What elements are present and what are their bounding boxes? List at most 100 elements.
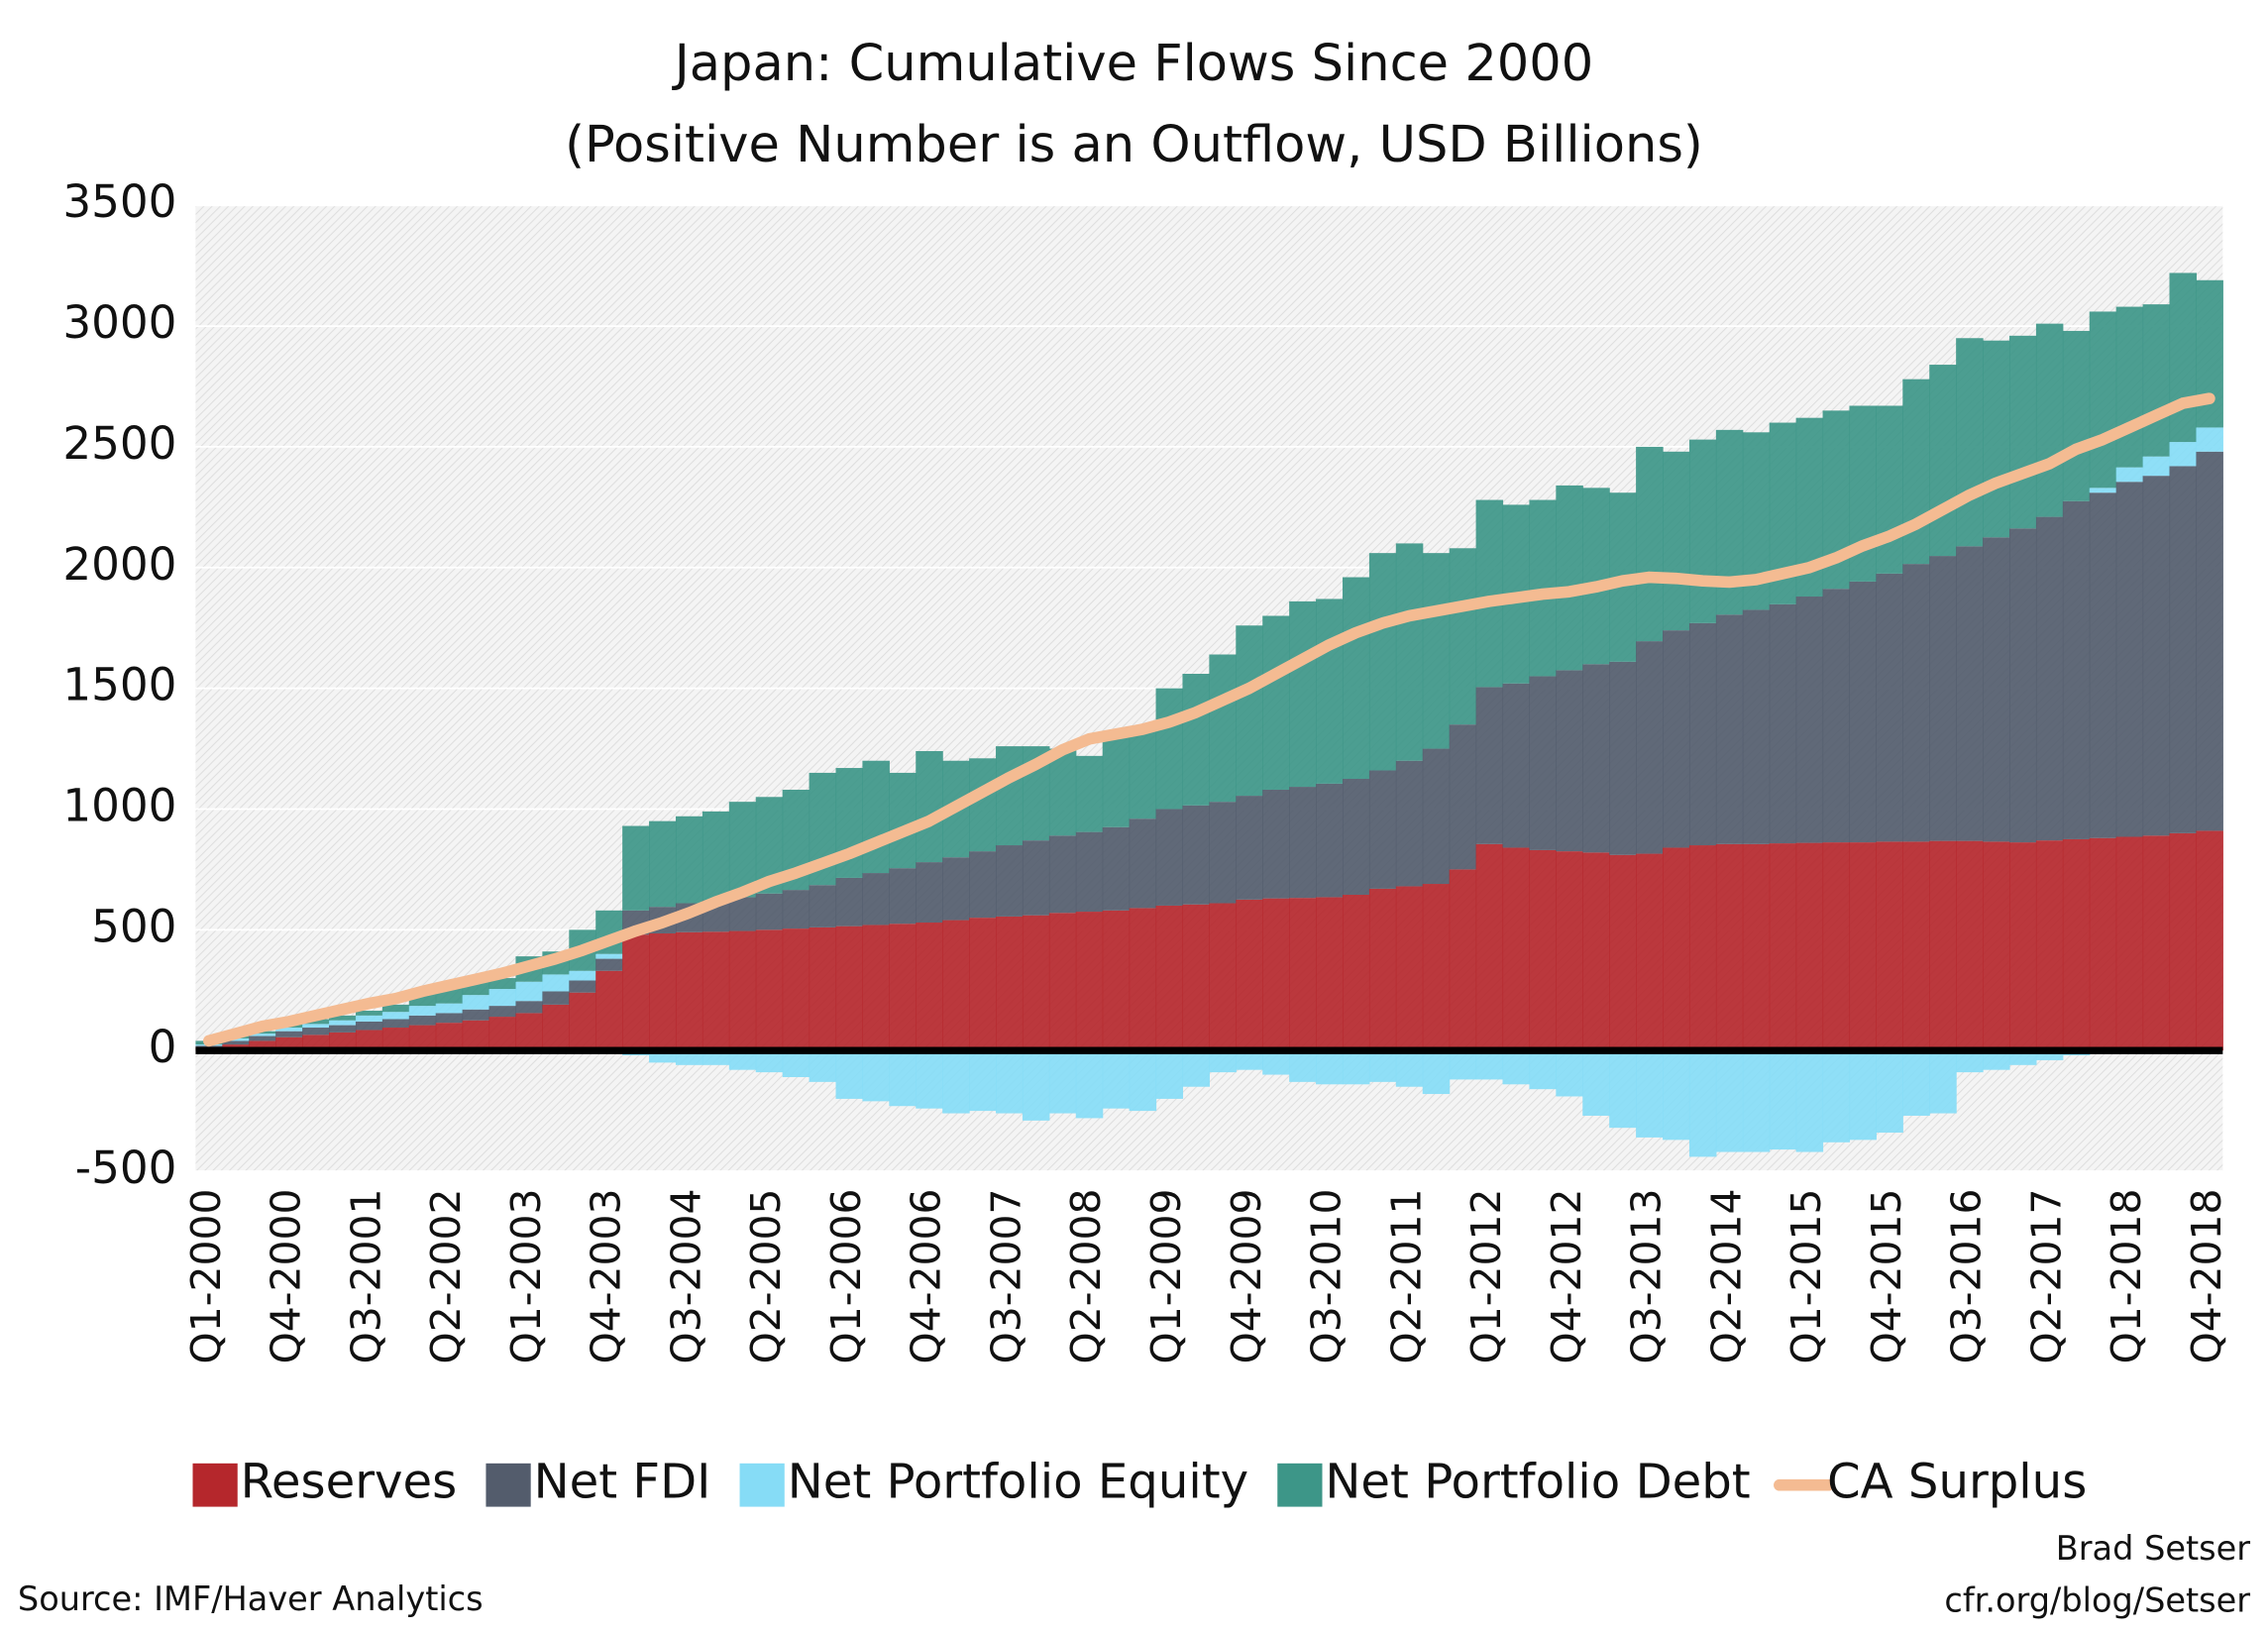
bar-segment bbox=[1715, 843, 1744, 1051]
bar-segment bbox=[1715, 614, 1744, 844]
bar-segment bbox=[649, 820, 677, 908]
bar-segment bbox=[1556, 851, 1583, 1051]
bar-segment bbox=[1795, 597, 1824, 843]
bar-segment bbox=[1929, 556, 1957, 841]
bar-segment bbox=[1368, 1050, 1397, 1082]
bar-segment bbox=[222, 1040, 250, 1045]
bar-segment bbox=[1849, 842, 1877, 1051]
bar-segment bbox=[1795, 1050, 1824, 1152]
bar-segment bbox=[2089, 311, 2117, 489]
legend-label: Net Portfolio Equity bbox=[788, 1455, 1248, 1510]
bar-segment bbox=[2115, 306, 2144, 468]
bar-segment bbox=[1262, 1050, 1290, 1075]
bar-segment bbox=[1582, 488, 1610, 665]
bar-segment bbox=[515, 1013, 543, 1051]
bar-segment bbox=[1876, 841, 1903, 1051]
bar-segment bbox=[329, 1020, 357, 1026]
bar-segment bbox=[488, 978, 517, 990]
bar-segment bbox=[1449, 869, 1477, 1051]
bar-segment bbox=[1688, 439, 1717, 623]
bar-segment bbox=[2169, 466, 2198, 833]
bar-segment bbox=[2142, 835, 2171, 1051]
bar-segment bbox=[916, 750, 943, 863]
bar-segment bbox=[1155, 1050, 1184, 1099]
bar-segment bbox=[1636, 446, 1664, 642]
x-tick-label: Q3-2013 bbox=[1623, 1189, 1671, 1364]
bar-segment bbox=[1182, 805, 1210, 905]
bar-segment bbox=[1983, 340, 2010, 538]
bar-segment bbox=[249, 1031, 276, 1035]
bar-segment bbox=[542, 974, 570, 992]
bar-segment bbox=[1475, 843, 1504, 1051]
bar-segment bbox=[1129, 1050, 1157, 1112]
bar-segment bbox=[1769, 1050, 1797, 1150]
bar-segment bbox=[2089, 492, 2117, 838]
bar-segment bbox=[1022, 1050, 1050, 1121]
bar-segment bbox=[782, 890, 810, 929]
bar-segment bbox=[835, 1050, 864, 1099]
x-tick-label: Q2-2002 bbox=[422, 1189, 470, 1364]
bar-segment bbox=[1688, 845, 1717, 1051]
bar-segment bbox=[2035, 323, 2064, 517]
bar-segment bbox=[355, 1030, 383, 1051]
x-tick-label: Q3-2004 bbox=[662, 1189, 709, 1364]
bar-segment bbox=[1236, 899, 1263, 1051]
bar-segment bbox=[1316, 783, 1344, 898]
bar-segment bbox=[1636, 853, 1664, 1051]
bar-segment bbox=[1663, 630, 1690, 848]
bar-segment bbox=[1609, 661, 1637, 855]
bar-segment bbox=[862, 1050, 890, 1102]
bar-segment bbox=[1155, 688, 1184, 810]
bar-segment bbox=[782, 928, 810, 1051]
bar-segment bbox=[942, 1050, 970, 1114]
bar-segment bbox=[249, 1040, 276, 1051]
bar-segment bbox=[2115, 836, 2144, 1051]
bar-segment bbox=[1395, 1050, 1424, 1087]
bar-segment bbox=[1663, 451, 1690, 631]
x-tick-label: Q1-2006 bbox=[822, 1189, 870, 1364]
bar-segment bbox=[755, 1050, 784, 1073]
line-series bbox=[203, 392, 2215, 1047]
bar-segment bbox=[1715, 1050, 1744, 1152]
bar-segment bbox=[1209, 654, 1237, 803]
chart-subtitle: (Positive Number is an Outflow, USD Bill… bbox=[565, 116, 1703, 174]
bar-segment bbox=[1822, 589, 1851, 843]
bar-segment bbox=[329, 1032, 357, 1051]
bar-segment bbox=[1048, 913, 1077, 1051]
x-tick-label: Q4-2009 bbox=[1223, 1189, 1270, 1364]
bar-segment bbox=[1075, 831, 1104, 913]
bar-segment bbox=[2062, 330, 2091, 501]
bar-segment bbox=[462, 995, 490, 1010]
bar-segment bbox=[1236, 625, 1263, 797]
credit: cfr.org/blog/Setser bbox=[1944, 1580, 2250, 1619]
x-tick-label: Q4-2018 bbox=[2183, 1189, 2230, 1364]
bar-segment bbox=[595, 958, 623, 971]
x-tick-label: Q1-2009 bbox=[1142, 1189, 1190, 1364]
bar-segment bbox=[595, 953, 623, 959]
bar-segment bbox=[542, 991, 570, 1005]
bar-segment bbox=[1368, 553, 1397, 771]
bar-segment bbox=[969, 918, 997, 1051]
bar-segment bbox=[702, 811, 730, 901]
bar-segment bbox=[1983, 841, 2010, 1051]
bar-segment bbox=[728, 802, 757, 898]
bar-segment bbox=[1075, 912, 1104, 1051]
bar-segment bbox=[1342, 1050, 1370, 1085]
bar-segment bbox=[996, 845, 1024, 917]
bar-segment bbox=[889, 1050, 917, 1107]
bar-segment bbox=[2196, 830, 2223, 1051]
bar-segment bbox=[1236, 796, 1263, 900]
bar-segment bbox=[809, 1050, 837, 1082]
bar-segment bbox=[755, 929, 784, 1051]
bar-segment bbox=[969, 758, 997, 852]
y-tick-label: 1000 bbox=[62, 779, 176, 831]
bar-segment bbox=[1022, 915, 1050, 1051]
bar-segment bbox=[2035, 840, 2064, 1051]
bar-segment bbox=[355, 1015, 383, 1022]
bar-segment bbox=[1876, 1050, 1903, 1134]
bar-segment bbox=[1956, 546, 1984, 841]
bar-segment bbox=[862, 873, 890, 926]
bar-segment bbox=[1529, 676, 1557, 850]
bar-segment bbox=[1636, 1050, 1664, 1138]
bar-segment bbox=[1422, 884, 1451, 1051]
